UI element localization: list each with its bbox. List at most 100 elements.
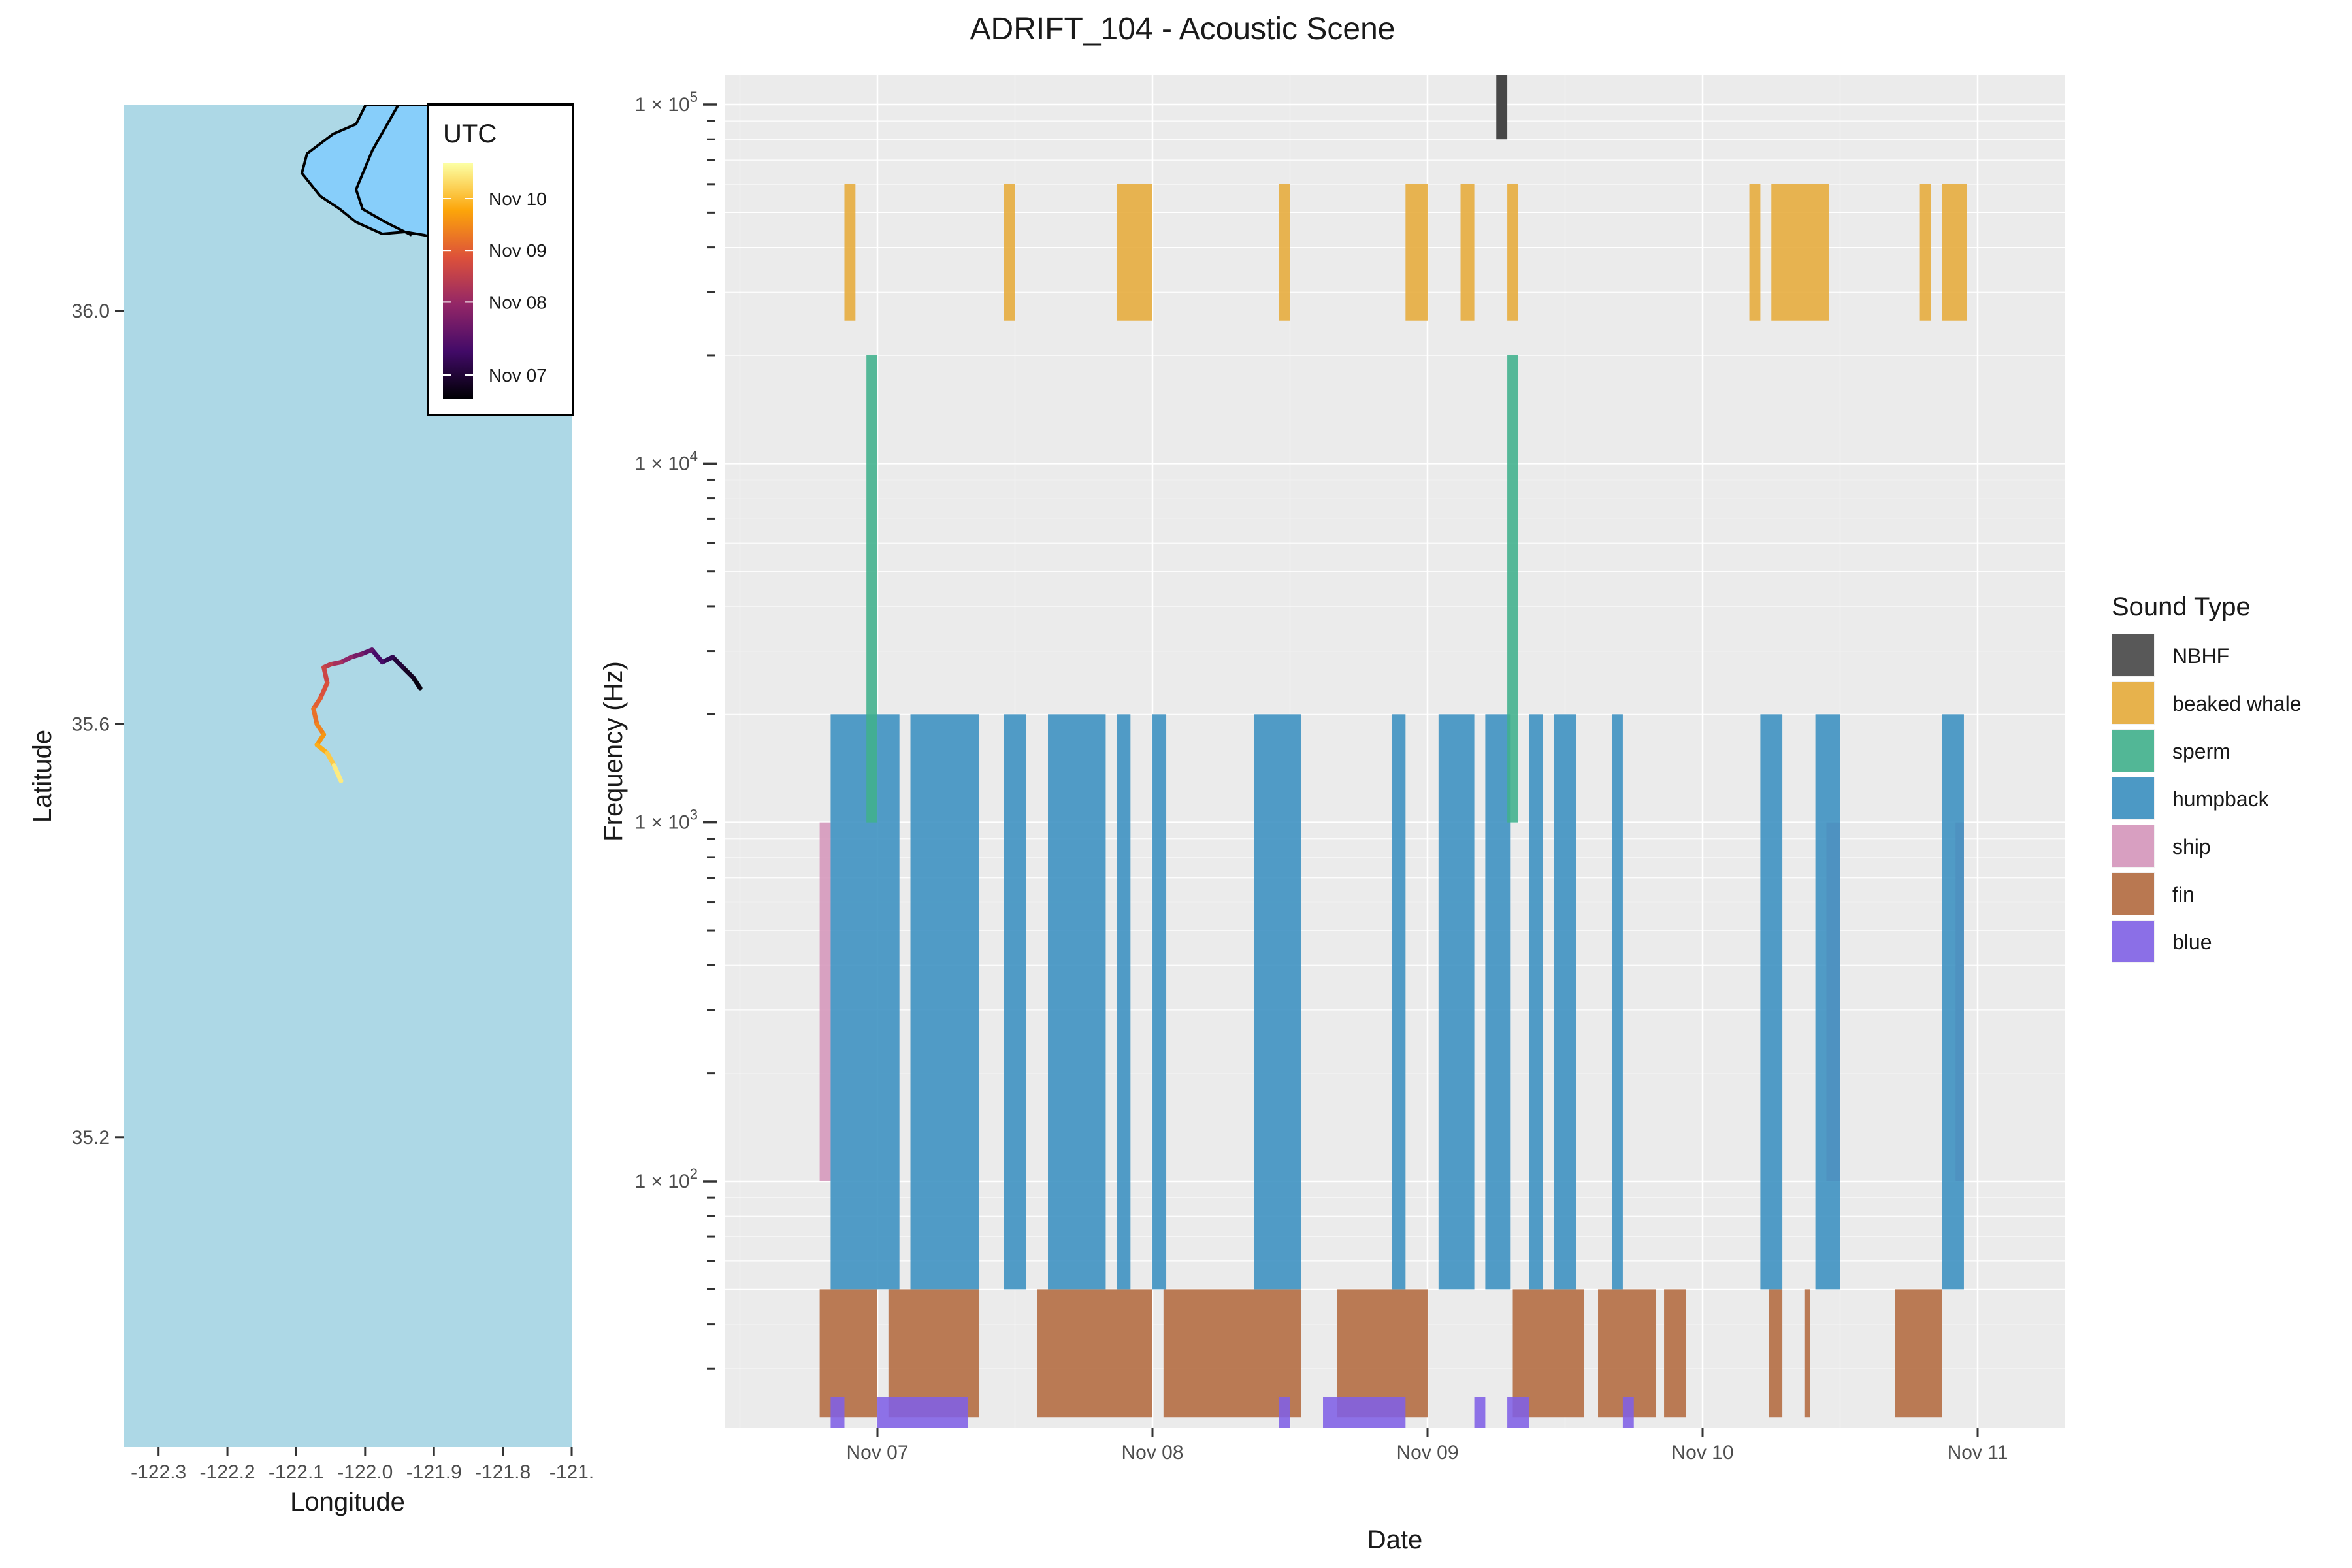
beaked-whale-bar <box>1919 184 1931 321</box>
x-tick-label: Nov 11 <box>1948 1442 2008 1463</box>
map-x-tick-label: -122.0 <box>337 1462 393 1483</box>
x-tick-label: Nov 08 <box>1121 1442 1183 1463</box>
colorbar-label: Nov 07 <box>489 365 547 385</box>
colorbar-gradient <box>443 163 473 399</box>
humpback-bar <box>1815 714 1840 1290</box>
humpback-bar <box>1760 714 1783 1290</box>
legend-label: NBHF <box>2172 644 2229 668</box>
fin-bar <box>1664 1289 1686 1418</box>
x-tick-label: Nov 09 <box>1396 1442 1458 1463</box>
x-tick-label: Nov 10 <box>1671 1442 1733 1463</box>
humpback-bar <box>1048 714 1106 1290</box>
humpback-bar <box>1117 714 1131 1290</box>
colorbar-label: Nov 08 <box>489 292 547 312</box>
legend-label: beaked whale <box>2172 692 2301 715</box>
colorbar-title: UTC <box>443 120 497 148</box>
map-x-tick-label: -121.8 <box>475 1462 531 1483</box>
legend-label: sperm <box>2172 740 2230 763</box>
fin-bar <box>1512 1289 1584 1418</box>
x-axis-title: Date <box>1367 1526 1423 1554</box>
map-y-axis-title: Latitude <box>28 730 57 823</box>
legend-title: Sound Type <box>2112 593 2251 621</box>
y-tick-label: 1 × 104 <box>635 448 698 474</box>
x-axis: Nov 07 Nov 08 Nov 09 Nov 10 Nov 11 <box>846 1428 2008 1463</box>
track-segment <box>400 665 416 680</box>
beaked-whale-bar <box>1279 184 1290 321</box>
humpback-bar <box>1392 714 1406 1290</box>
map-x-tick-label: -122.1 <box>269 1462 324 1483</box>
humpback-bar <box>910 714 979 1290</box>
track-segment <box>325 751 336 768</box>
map-coastline-inner <box>354 105 412 237</box>
map-x-axis-title: Longitude <box>290 1488 405 1516</box>
x-tick-label: Nov 07 <box>846 1442 908 1463</box>
sperm-bar <box>1507 355 1518 823</box>
fin-bar <box>1337 1289 1428 1418</box>
nbhf-bar <box>1496 75 1508 140</box>
chart-title: ADRIFT_104 - Acoustic Scene <box>970 12 1396 46</box>
legend-swatch <box>2112 777 2154 819</box>
legend-swatch <box>2112 825 2154 867</box>
legend-swatch <box>2112 921 2154 962</box>
fin-bar <box>1895 1289 1942 1418</box>
legend-label: blue <box>2172 930 2212 954</box>
track-segment <box>311 706 319 727</box>
beaked-whale-bar <box>1749 184 1761 321</box>
humpback-bar <box>1529 714 1543 1290</box>
detection-bars <box>819 75 1967 1428</box>
track-segment <box>331 763 344 783</box>
humpback-bar <box>1942 714 1964 1290</box>
sperm-bar <box>866 355 877 823</box>
blue-bar <box>830 1397 845 1428</box>
beaked-whale-bar <box>1405 184 1428 321</box>
blue-bar <box>877 1397 968 1428</box>
map-panel: -122.3 -122.2 -122.1 -122.0 -121.9 -121.8 -121… <box>28 103 594 1516</box>
utc-colorbar: UTC Nov 10 Nov 09 Nov 08 Nov 07 <box>427 103 574 416</box>
colorbar-label: Nov 09 <box>489 240 547 261</box>
humpback-bar <box>1485 714 1511 1290</box>
beaked-whale-bar <box>1942 184 1967 321</box>
map-x-tick-label: -122.2 <box>200 1462 255 1483</box>
blue-bar <box>1323 1397 1406 1428</box>
humpback-bar <box>1004 714 1026 1290</box>
ship-bar <box>819 822 831 1181</box>
colorbar-label: Nov 10 <box>489 189 547 209</box>
humpback-bar <box>1554 714 1576 1290</box>
map-y-tick-label: 35.2 <box>72 1127 110 1149</box>
fin-bar <box>819 1289 877 1418</box>
y-tick-label: 1 × 103 <box>635 807 698 834</box>
map-y-axis: 35.2 35.6 36.0 <box>72 301 124 1149</box>
legend-label: ship <box>2172 835 2211 858</box>
fin-bar <box>1804 1289 1810 1418</box>
y-tick-label: 1 × 105 <box>635 89 698 116</box>
fin-bar <box>1769 1289 1783 1418</box>
fin-bar <box>1598 1289 1656 1418</box>
y-tick-label: 1 × 102 <box>635 1166 698 1192</box>
blue-bar <box>1474 1397 1486 1428</box>
legend-label: fin <box>2172 883 2195 906</box>
humpback-bar <box>1152 714 1167 1290</box>
track-segment <box>369 647 385 665</box>
fin-bar <box>1163 1289 1301 1418</box>
humpback-bar <box>1254 714 1301 1290</box>
beaked-whale-bar <box>1460 184 1475 321</box>
humpback-bar <box>1438 714 1475 1290</box>
track-segment <box>390 655 406 670</box>
legend-swatch <box>2112 730 2154 772</box>
map-x-axis: -122.3 -122.2 -122.1 -122.0 -121.9 -121.8 -121… <box>131 1447 594 1483</box>
map-x-tick-label: -121. <box>549 1462 594 1483</box>
humpback-bar <box>1612 714 1623 1290</box>
fin-bar <box>1037 1289 1152 1418</box>
legend: Sound Type NBHF beaked whale sperm humpback… <box>2112 593 2301 963</box>
y-axis: 1 × 102 1 × 103 1 × 104 1 × 105 <box>635 89 717 1370</box>
legend-swatch <box>2112 682 2154 724</box>
legend-label: humpback <box>2172 787 2270 811</box>
map-x-tick-label: -121.9 <box>406 1462 462 1483</box>
beaked-whale-bar <box>1771 184 1829 321</box>
legend-swatch <box>2112 634 2154 676</box>
humpback-bar <box>830 714 900 1290</box>
blue-bar <box>1622 1397 1634 1428</box>
legend-swatch <box>2112 873 2154 915</box>
beaked-whale-bar <box>1117 184 1152 321</box>
